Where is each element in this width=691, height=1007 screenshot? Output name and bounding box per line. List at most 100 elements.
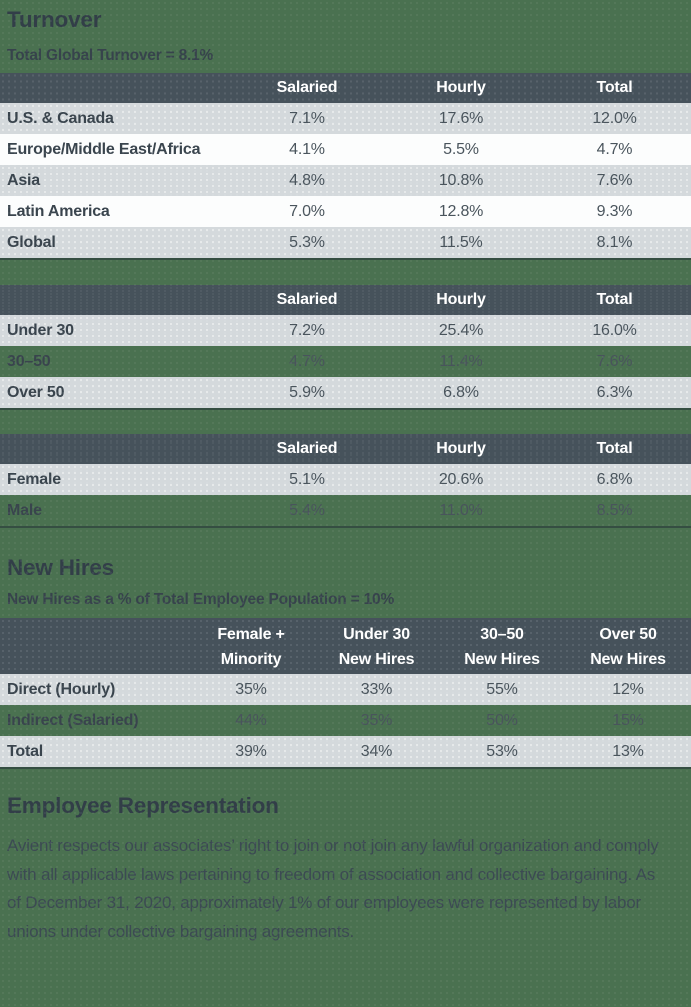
cell-hourly: 11.0% xyxy=(439,501,483,519)
cell-total: 6.3% xyxy=(596,383,633,401)
column-header-under-30: Under 30 New Hires xyxy=(314,622,439,672)
cell-salaried: 7.0% xyxy=(289,202,325,220)
header-line: Minority xyxy=(220,651,282,668)
column-header-salaried: Salaried xyxy=(276,440,338,457)
cell-salaried: 4.7% xyxy=(289,352,325,370)
row-label: Asia xyxy=(7,171,40,189)
cell-salaried: 5.1% xyxy=(289,470,325,488)
column-header-total: Total xyxy=(596,79,633,96)
column-header-hourly: Hourly xyxy=(436,440,486,457)
table-row: Global 5.3% 11.5% 8.1% xyxy=(0,227,691,258)
table-header-row: Salaried Hourly Total xyxy=(0,73,691,103)
cell-30-50: 50% xyxy=(486,711,518,729)
cell-under-30: 35% xyxy=(360,711,393,729)
cell-under-30: 34% xyxy=(360,742,393,760)
cell-total: 8.1% xyxy=(596,233,633,251)
row-label: Direct (Hourly) xyxy=(7,680,116,698)
header-line: 30–50 xyxy=(480,626,524,643)
column-header-female-minority: Female + Minority xyxy=(188,622,314,672)
cell-salaried: 4.1% xyxy=(289,140,325,158)
column-header-total: Total xyxy=(596,291,633,308)
cell-30-50: 53% xyxy=(486,742,518,760)
cell-total: 16.0% xyxy=(592,321,637,339)
column-header-over-50: Over 50 New Hires xyxy=(565,622,691,672)
header-line: New Hires xyxy=(338,651,415,668)
header-line: Under 30 xyxy=(343,626,410,643)
cell-under-30: 33% xyxy=(360,680,393,698)
column-header-total: Total xyxy=(596,440,633,457)
column-header-hourly: Hourly xyxy=(436,79,486,96)
cell-total: 4.7% xyxy=(596,140,633,158)
cell-hourly: 6.8% xyxy=(443,383,479,401)
header-line: New Hires xyxy=(464,651,540,668)
table-header-row: Salaried Hourly Total xyxy=(0,434,691,464)
new-hires-section-title: New Hires xyxy=(7,555,114,580)
table-row: Latin America 7.0% 12.8% 9.3% xyxy=(0,196,691,227)
cell-total: 7.6% xyxy=(596,352,633,370)
cell-hourly: 25.4% xyxy=(438,321,484,339)
row-label: Europe/Middle East/Africa xyxy=(7,140,201,158)
turnover-by-age-table: Salaried Hourly Total Under 30 7.2% 25.4… xyxy=(0,285,691,410)
cell-hourly: 5.5% xyxy=(443,140,479,158)
row-label: Female xyxy=(7,470,61,488)
table-row: Male 5.4% 11.0% 8.5% xyxy=(0,495,691,526)
turnover-by-gender-table: Salaried Hourly Total Female 5.1% 20.6% … xyxy=(0,434,691,528)
new-hires-subtitle: New Hires as a % of Total Employee Popul… xyxy=(7,591,395,608)
header-line: Over 50 xyxy=(599,626,657,643)
table-row: Under 30 7.2% 25.4% 16.0% xyxy=(0,315,691,346)
row-label: Over 50 xyxy=(7,383,65,401)
cell-total: 6.8% xyxy=(596,470,633,488)
cell-hourly: 10.8% xyxy=(438,171,484,189)
cell-hourly: 11.4% xyxy=(439,352,483,370)
row-label: Total xyxy=(7,742,44,760)
cell-salaried: 4.8% xyxy=(289,171,325,189)
cell-hourly: 20.6% xyxy=(438,470,484,488)
cell-30-50: 55% xyxy=(486,680,518,698)
table-row: Female 5.1% 20.6% 6.8% xyxy=(0,464,691,495)
cell-salaried: 7.2% xyxy=(289,321,325,339)
table-row: Total 39% 34% 53% 13% xyxy=(0,736,691,767)
turnover-section-title: Turnover xyxy=(7,7,102,32)
column-header-salaried: Salaried xyxy=(276,291,338,308)
table-header-row: Salaried Hourly Total xyxy=(0,285,691,315)
cell-total: 7.6% xyxy=(596,171,633,189)
table-row: Asia 4.8% 10.8% 7.6% xyxy=(0,165,691,196)
column-header-hourly: Hourly xyxy=(436,291,486,308)
cell-over-50: 15% xyxy=(612,711,644,729)
cell-salaried: 5.3% xyxy=(289,233,325,251)
turnover-subtitle: Total Global Turnover = 8.1% xyxy=(7,47,214,64)
cell-salaried: 7.1% xyxy=(289,109,325,127)
table-header-row: Female + Minority Under 30 New Hires 30–… xyxy=(0,618,691,674)
row-label: Global xyxy=(7,233,56,251)
row-label: Indirect (Salaried) xyxy=(7,711,139,729)
cell-salaried: 5.4% xyxy=(289,501,325,519)
table-row: U.S. & Canada 7.1% 17.6% 12.0% xyxy=(0,103,691,134)
cell-female-minority: 35% xyxy=(235,680,267,698)
column-header-30-50: 30–50 New Hires xyxy=(439,622,565,672)
cell-salaried: 5.9% xyxy=(289,383,325,401)
table-row: Indirect (Salaried) 44% 35% 50% 15% xyxy=(0,705,691,736)
cell-over-50: 13% xyxy=(612,742,644,760)
table-row: Europe/Middle East/Africa 4.1% 5.5% 4.7% xyxy=(0,134,691,165)
cell-female-minority: 44% xyxy=(235,711,267,729)
row-label: 30–50 xyxy=(7,352,51,370)
cell-hourly: 12.8% xyxy=(438,202,484,220)
cell-female-minority: 39% xyxy=(235,742,267,760)
row-label: Under 30 xyxy=(7,321,74,339)
header-line: Female + xyxy=(217,626,285,643)
table-row: Direct (Hourly) 35% 33% 55% 12% xyxy=(0,674,691,705)
new-hires-table: Female + Minority Under 30 New Hires 30–… xyxy=(0,618,691,769)
header-line: New Hires xyxy=(590,651,666,668)
table-row: 30–50 4.7% 11.4% 7.6% xyxy=(0,346,691,377)
column-header-salaried: Salaried xyxy=(276,79,338,96)
turnover-by-region-table: Salaried Hourly Total U.S. & Canada 7.1%… xyxy=(0,73,691,260)
row-label: U.S. & Canada xyxy=(7,109,114,127)
cell-hourly: 11.5% xyxy=(439,233,483,251)
row-label: Male xyxy=(7,501,42,519)
table-row: Over 50 5.9% 6.8% 6.3% xyxy=(0,377,691,408)
cell-total: 9.3% xyxy=(596,202,633,220)
employee-representation-title: Employee Representation xyxy=(7,793,279,818)
cell-total: 8.5% xyxy=(596,501,633,519)
employee-representation-body: Avient respects our associates’ right to… xyxy=(7,836,659,941)
